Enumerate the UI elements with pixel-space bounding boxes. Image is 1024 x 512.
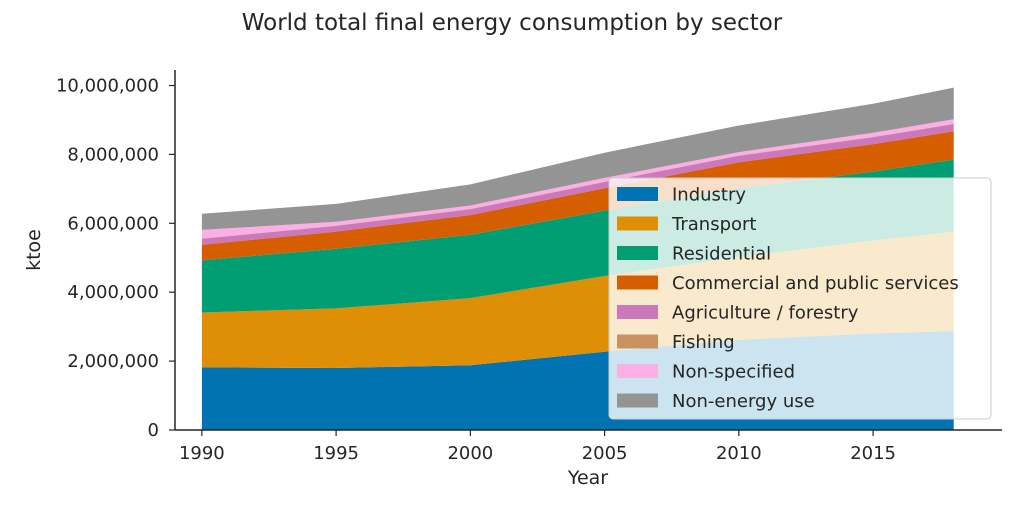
y-tick-label: 0 bbox=[148, 420, 159, 441]
legend-label-residential: Residential bbox=[672, 244, 771, 265]
legend: Industry Transport Residential Commercial a… bbox=[608, 177, 992, 420]
legend-label-industry: Industry bbox=[672, 185, 746, 206]
chart-title: World total final energy consumption by … bbox=[242, 10, 783, 36]
y-tick-label: 6,000,000 bbox=[67, 213, 159, 234]
y-tick-label: 10,000,000 bbox=[56, 76, 159, 97]
legend-label-agriculture-forestry: Agriculture / forestry bbox=[672, 303, 859, 324]
legend-swatch-commercial-and-public-services bbox=[617, 275, 658, 290]
area-non-energy-use bbox=[201, 87, 954, 230]
x-tick-label: 1990 bbox=[179, 443, 225, 464]
legend-swatch-agriculture-forestry bbox=[617, 305, 658, 319]
legend-label-non-energy-use: Non-energy use bbox=[672, 391, 815, 412]
legend-label-transport: Transport bbox=[671, 214, 756, 235]
legend-frame bbox=[608, 177, 992, 420]
legend-label-fishing: Fishing bbox=[672, 332, 735, 353]
legend-label-non-specified: Non-specified bbox=[672, 362, 795, 383]
area-agriculture-forestry bbox=[201, 124, 954, 245]
x-tick-label: 2015 bbox=[850, 443, 896, 464]
y-tick-label: 2,000,000 bbox=[67, 351, 159, 372]
y-tick-label: 8,000,000 bbox=[67, 144, 159, 165]
x-ticks: 1990 1995 2000 2005 2010 2015 bbox=[179, 430, 896, 464]
x-tick-label: 1995 bbox=[313, 443, 359, 464]
y-axis-label: ktoe bbox=[23, 229, 45, 271]
x-tick-label: 2005 bbox=[582, 443, 628, 464]
legend-label-commercial-and-public-services: Commercial and public services bbox=[672, 273, 959, 294]
area-non-specified bbox=[201, 119, 954, 239]
legend-swatch-residential bbox=[617, 246, 658, 260]
legend-swatch-industry bbox=[617, 187, 658, 201]
legend-swatch-fishing bbox=[617, 334, 658, 349]
x-tick-label: 2000 bbox=[447, 443, 493, 464]
area-commercial-and-public-services bbox=[201, 131, 954, 261]
legend-swatch-transport bbox=[617, 216, 658, 231]
y-ticks: 0 2,000,000 4,000,000 6,000,000 8,000,000 10,… bbox=[56, 76, 175, 441]
legend-swatch-non-energy-use bbox=[617, 393, 658, 408]
x-tick-label: 2010 bbox=[716, 443, 762, 464]
x-axis-label: Year bbox=[567, 467, 608, 489]
legend-swatch-non-specified bbox=[617, 364, 658, 378]
y-tick-label: 4,000,000 bbox=[67, 282, 159, 303]
